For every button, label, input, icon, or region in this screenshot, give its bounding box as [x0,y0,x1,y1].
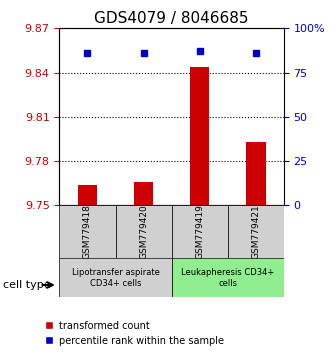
Text: cell type: cell type [3,280,51,290]
Text: GSM779420: GSM779420 [139,205,148,259]
Text: Leukapheresis CD34+
cells: Leukapheresis CD34+ cells [181,268,274,287]
Bar [190,67,210,205]
Text: GSM779418: GSM779418 [83,204,92,259]
FancyBboxPatch shape [59,205,116,258]
Title: GDS4079 / 8046685: GDS4079 / 8046685 [94,11,249,26]
Text: GSM779421: GSM779421 [251,205,260,259]
Bar [78,185,97,205]
Text: Lipotransfer aspirate
CD34+ cells: Lipotransfer aspirate CD34+ cells [72,268,159,287]
Bar [246,142,266,205]
Bar [134,182,153,205]
FancyBboxPatch shape [172,205,228,258]
FancyBboxPatch shape [59,258,172,297]
FancyBboxPatch shape [115,205,172,258]
Text: GSM779419: GSM779419 [195,204,204,259]
FancyBboxPatch shape [228,205,284,258]
Legend: transformed count, percentile rank within the sample: transformed count, percentile rank withi… [45,321,224,346]
FancyBboxPatch shape [172,258,284,297]
